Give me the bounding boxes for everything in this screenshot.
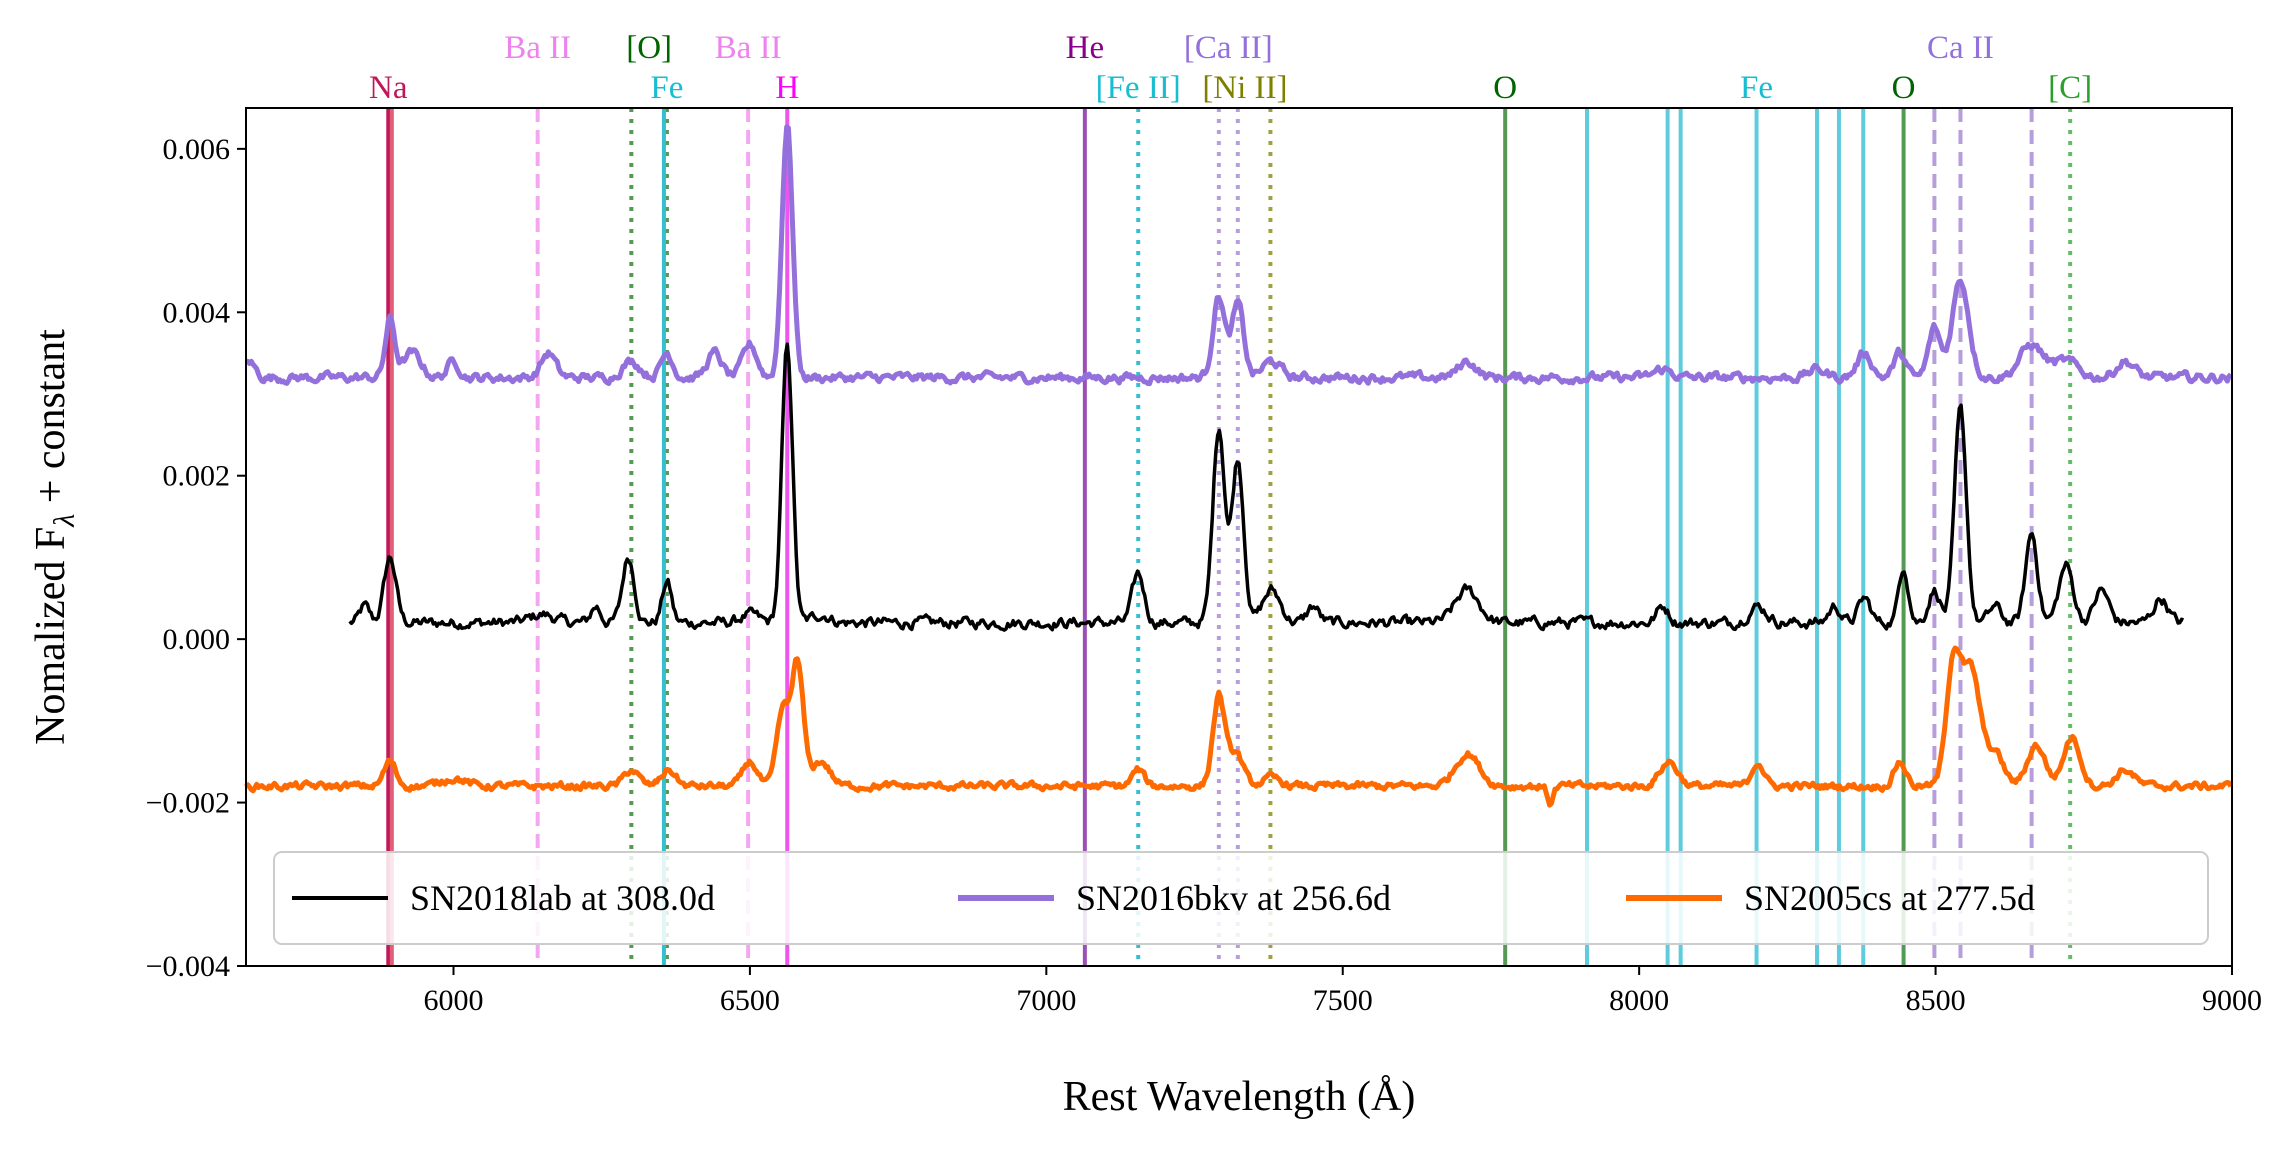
- x-axis-ticks: 6000 6500 7000 7500 8000 8500 9000: [423, 966, 2262, 1017]
- legend-label-2: SN2005cs at 277.5d: [1744, 878, 2035, 918]
- series-line-0: [348, 342, 2185, 632]
- x-tick-label-5: 8500: [1906, 984, 1966, 1017]
- y-axis-label-main: Nomalized F: [28, 527, 74, 745]
- x-tick-label-1: 6500: [720, 984, 780, 1017]
- x-tick-label-2: 7000: [1016, 984, 1076, 1017]
- marker-label-2: Ba II: [504, 30, 571, 66]
- y-tick-label-4: 0.004: [163, 296, 231, 329]
- y-axis-label: Nomalized Fλ + constant: [28, 329, 81, 745]
- marker-label-9: [Fe II]: [1096, 70, 1181, 106]
- marker-label-0: Na: [369, 70, 408, 106]
- marker-label-10: [Ca II]: [1184, 30, 1273, 66]
- marker-label-8: He: [1066, 30, 1104, 66]
- marker-label-3: [O]: [626, 30, 672, 66]
- marker-label-23: Ca II: [1927, 30, 1994, 66]
- series-line-2: [244, 645, 2234, 808]
- marker-label-21: O: [1892, 70, 1916, 106]
- spectra-series: [244, 124, 2234, 808]
- line-markers: [386, 108, 2073, 966]
- x-tick-label-6: 9000: [2202, 984, 2262, 1017]
- marker-label-6: Ba II: [715, 30, 782, 66]
- x-tick-label-0: 6000: [423, 984, 483, 1017]
- legend-label-0: SN2018lab at 308.0d: [410, 878, 715, 918]
- marker-label-5: Fe: [650, 70, 683, 106]
- marker-label-25: [C]: [2048, 70, 2092, 106]
- x-tick-label-4: 8000: [1609, 984, 1669, 1017]
- plot-frame: [245, 107, 2233, 967]
- marker-label-13: O: [1493, 70, 1517, 106]
- y-tick-label-1: −0.002: [146, 787, 230, 820]
- legend-box: [273, 851, 2209, 945]
- y-axis-label-rest: + constant: [28, 329, 74, 514]
- y-tick-label-0: −0.004: [146, 950, 230, 983]
- marker-label-17: Fe: [1740, 70, 1773, 106]
- y-tick-label-2: 0.000: [163, 623, 231, 656]
- x-tick-label-3: 7500: [1313, 984, 1373, 1017]
- y-axis-ticks: −0.004 −0.002 0.000 0.002 0.004 0.006: [146, 133, 246, 983]
- x-axis-label: Rest Wavelength (Å): [1063, 1074, 1416, 1120]
- series-line-1: [245, 124, 2233, 387]
- marker-label-12: [Ni II]: [1202, 70, 1287, 106]
- legend: SN2018lab at 308.0d SN2016bkv at 256.6d SN…: [273, 851, 2209, 945]
- marker-label-7: H: [775, 70, 799, 106]
- legend-label-1: SN2016bkv at 256.6d: [1076, 878, 1391, 918]
- y-tick-label-3: 0.002: [163, 460, 231, 493]
- y-tick-label-5: 0.006: [163, 133, 231, 166]
- line-marker-labels: Na Ba II [O] Fe Ba II H He [Fe II][Ca II] [Ni II…: [369, 30, 2092, 106]
- y-axis-label-subscript: λ: [48, 514, 81, 528]
